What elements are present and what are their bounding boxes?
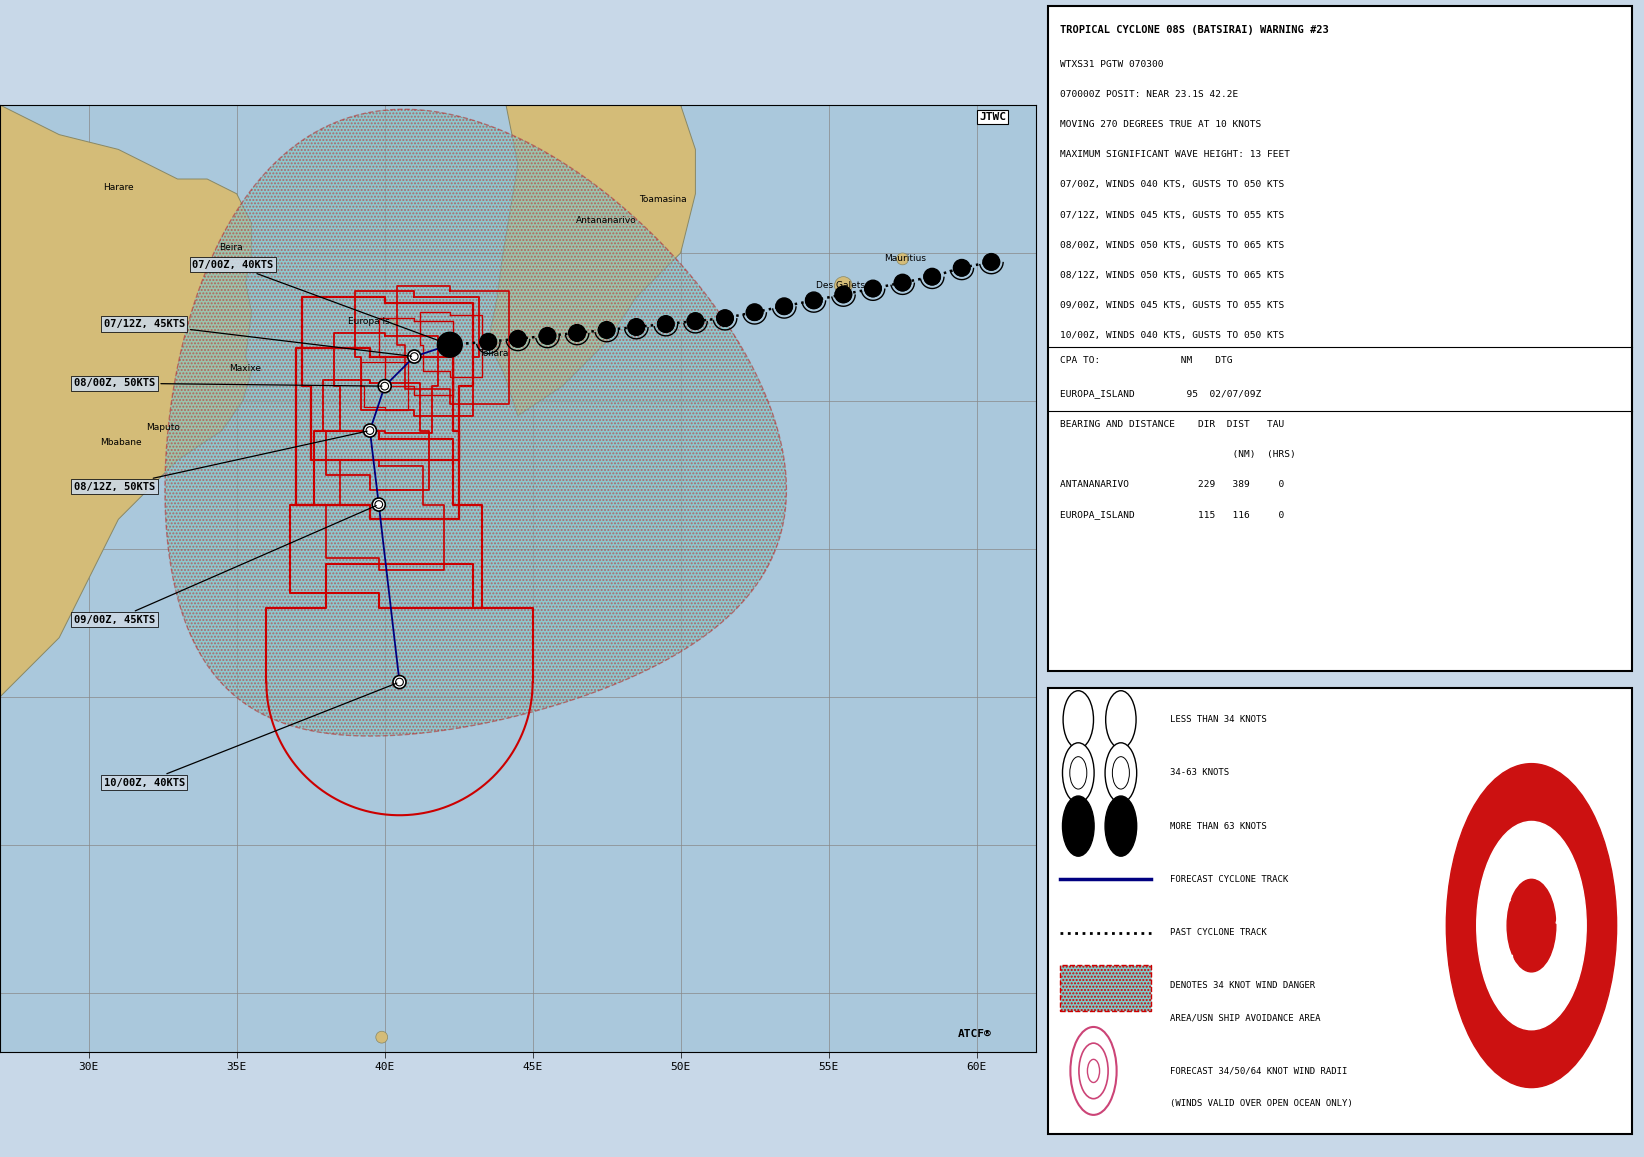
Text: WTXS31 PGTW 070300: WTXS31 PGTW 070300 [1060,60,1164,69]
Circle shape [835,277,852,294]
Text: Antananarivo: Antananarivo [577,216,636,224]
Text: 08/00Z, 50KTS: 08/00Z, 50KTS [74,378,381,388]
Text: Toliara: Toliara [480,349,510,359]
Circle shape [598,322,615,338]
Text: MAXIMUM SIGNIFICANT WAVE HEIGHT: 13 FEET: MAXIMUM SIGNIFICANT WAVE HEIGHT: 13 FEET [1060,150,1291,160]
Circle shape [865,280,881,297]
FancyBboxPatch shape [1060,965,1151,1011]
Circle shape [375,501,383,508]
Text: ATCF®: ATCF® [957,1030,991,1039]
Circle shape [372,498,385,511]
Circle shape [1070,757,1087,789]
Text: JTWC: JTWC [980,112,1006,121]
Text: 10/00Z, 40KTS: 10/00Z, 40KTS [104,683,396,788]
Text: MOVING 270 DEGREES TRUE AT 10 KNOTS: MOVING 270 DEGREES TRUE AT 10 KNOTS [1060,120,1261,130]
Text: Toamasina: Toamasina [640,196,687,205]
Circle shape [924,268,940,285]
Text: Maxixe: Maxixe [230,364,261,373]
Text: 10/00Z, WINDS 040 KTS, GUSTS TO 050 KTS: 10/00Z, WINDS 040 KTS, GUSTS TO 050 KTS [1060,331,1284,340]
Text: FORECAST 34/50/64 KNOT WIND RADII: FORECAST 34/50/64 KNOT WIND RADII [1169,1067,1346,1075]
FancyBboxPatch shape [1047,6,1632,671]
Circle shape [444,338,457,352]
Text: 070000Z POSIT: NEAR 23.1S 42.2E: 070000Z POSIT: NEAR 23.1S 42.2E [1060,90,1238,100]
Text: EUROPA_ISLAND         95  02/07/09Z: EUROPA_ISLAND 95 02/07/09Z [1060,389,1261,398]
Text: FORECAST CYCLONE TRACK: FORECAST CYCLONE TRACK [1169,875,1287,884]
Circle shape [1105,743,1136,803]
Circle shape [983,253,1000,270]
Circle shape [894,274,911,290]
Circle shape [446,341,454,348]
Polygon shape [164,109,786,736]
Text: 07/12Z, 45KTS: 07/12Z, 45KTS [104,319,411,356]
Circle shape [1105,796,1136,856]
Text: AREA/USN SHIP AVOIDANCE AREA: AREA/USN SHIP AVOIDANCE AREA [1169,1014,1320,1023]
Circle shape [776,299,792,315]
Circle shape [381,382,388,390]
Text: 08/00Z, WINDS 050 KTS, GUSTS TO 065 KTS: 08/00Z, WINDS 050 KTS, GUSTS TO 065 KTS [1060,241,1284,250]
Circle shape [510,331,526,347]
Circle shape [411,353,418,361]
Circle shape [896,253,909,265]
Circle shape [1113,757,1129,789]
Circle shape [1062,796,1095,856]
Text: PAST CYCLONE TRACK: PAST CYCLONE TRACK [1169,928,1266,937]
Circle shape [569,325,585,341]
Text: EUROPA_ISLAND           115   116     0: EUROPA_ISLAND 115 116 0 [1060,510,1284,519]
Circle shape [658,316,674,332]
Circle shape [628,318,644,336]
Text: TROPICAL CYCLONE 08S (BATSIRAI) WARNING #23: TROPICAL CYCLONE 08S (BATSIRAI) WARNING … [1060,25,1328,36]
Text: Mauritius: Mauritius [884,255,927,264]
Text: Mbabane: Mbabane [100,437,141,447]
Polygon shape [164,109,786,736]
Text: ANTANANARIVO            229   389     0: ANTANANARIVO 229 389 0 [1060,480,1284,489]
Text: 07/00Z, 40KTS: 07/00Z, 40KTS [192,260,447,344]
Polygon shape [488,31,695,415]
Polygon shape [0,105,252,1052]
Text: BEARING AND DISTANCE    DIR  DIST   TAU: BEARING AND DISTANCE DIR DIST TAU [1060,420,1284,429]
Circle shape [1064,691,1093,749]
Circle shape [954,259,970,277]
Text: Europa Is.: Europa Is. [347,317,393,325]
Circle shape [363,423,376,437]
Text: 34-63 KNOTS: 34-63 KNOTS [1169,768,1228,778]
Circle shape [717,310,733,326]
Circle shape [746,304,763,320]
Text: CPA TO:              NM    DTG: CPA TO: NM DTG [1060,356,1233,366]
Circle shape [1508,879,1555,972]
Circle shape [806,292,822,309]
Circle shape [539,327,556,344]
Text: 08/12Z, WINDS 050 KTS, GUSTS TO 065 KTS: 08/12Z, WINDS 050 KTS, GUSTS TO 065 KTS [1060,271,1284,280]
Circle shape [393,676,406,688]
Circle shape [378,379,391,392]
Circle shape [835,286,852,303]
Circle shape [1447,764,1616,1088]
Circle shape [408,351,421,363]
Text: (WINDS VALID OVER OPEN OCEAN ONLY): (WINDS VALID OVER OPEN OCEAN ONLY) [1169,1099,1353,1107]
Text: 08/12Z, 50KTS: 08/12Z, 50KTS [74,432,367,492]
Circle shape [1476,821,1586,1030]
Circle shape [391,318,399,327]
Circle shape [480,333,496,351]
Text: 09/00Z, 45KTS: 09/00Z, 45KTS [74,506,376,625]
Text: 07/00Z, WINDS 040 KTS, GUSTS TO 050 KTS: 07/00Z, WINDS 040 KTS, GUSTS TO 050 KTS [1060,180,1284,190]
Circle shape [437,332,462,358]
Circle shape [687,312,704,330]
Circle shape [367,427,373,434]
FancyBboxPatch shape [1047,688,1632,1134]
Circle shape [376,1031,388,1044]
Text: Beira: Beira [219,243,243,251]
Text: Des Galets: Des Galets [815,281,865,290]
Text: 09/00Z, WINDS 045 KTS, GUSTS TO 055 KTS: 09/00Z, WINDS 045 KTS, GUSTS TO 055 KTS [1060,301,1284,310]
Text: 07/12Z, WINDS 045 KTS, GUSTS TO 055 KTS: 07/12Z, WINDS 045 KTS, GUSTS TO 055 KTS [1060,211,1284,220]
Text: (NM)  (HRS): (NM) (HRS) [1060,450,1295,459]
Text: MORE THAN 63 KNOTS: MORE THAN 63 KNOTS [1169,821,1266,831]
Text: Maputo: Maputo [146,423,179,432]
Circle shape [396,678,403,686]
Circle shape [1062,743,1095,803]
Circle shape [1106,691,1136,749]
Text: LESS THAN 34 KNOTS: LESS THAN 34 KNOTS [1169,715,1266,724]
Text: DENOTES 34 KNOT WIND DANGER: DENOTES 34 KNOT WIND DANGER [1169,981,1315,990]
Text: Harare: Harare [104,184,133,192]
